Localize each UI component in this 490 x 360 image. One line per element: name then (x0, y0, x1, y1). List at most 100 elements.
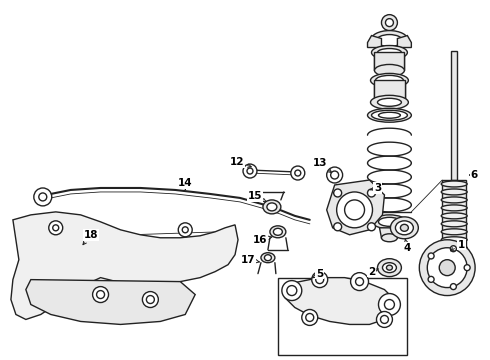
Polygon shape (285, 278, 394, 324)
Circle shape (380, 315, 389, 323)
Ellipse shape (378, 217, 400, 226)
Bar (278, 278, 407, 355)
Circle shape (337, 192, 372, 228)
Circle shape (247, 168, 253, 174)
Ellipse shape (265, 255, 271, 261)
Polygon shape (397, 36, 412, 48)
Circle shape (178, 223, 192, 237)
Circle shape (356, 278, 364, 285)
Circle shape (450, 246, 456, 252)
Ellipse shape (370, 95, 408, 109)
Circle shape (182, 227, 188, 233)
Polygon shape (11, 212, 238, 319)
Circle shape (368, 189, 375, 197)
Ellipse shape (378, 112, 400, 118)
Ellipse shape (441, 205, 467, 211)
Text: 14: 14 (178, 178, 193, 189)
Ellipse shape (377, 98, 401, 106)
Circle shape (97, 291, 104, 298)
Circle shape (143, 292, 158, 307)
Ellipse shape (400, 224, 408, 231)
Ellipse shape (395, 221, 414, 235)
Bar (374, 53, 404, 71)
Circle shape (53, 225, 59, 231)
Polygon shape (379, 228, 399, 238)
Ellipse shape (382, 234, 397, 242)
Ellipse shape (441, 181, 467, 187)
Ellipse shape (387, 265, 392, 270)
Circle shape (386, 19, 393, 27)
Circle shape (427, 248, 467, 288)
Bar (442, 180, 466, 250)
Circle shape (350, 273, 368, 291)
Ellipse shape (370, 73, 408, 87)
Ellipse shape (371, 110, 407, 120)
Ellipse shape (375, 75, 403, 85)
Circle shape (291, 166, 305, 180)
Circle shape (331, 171, 339, 179)
Circle shape (312, 272, 328, 288)
Circle shape (302, 310, 318, 325)
Circle shape (428, 276, 434, 282)
Circle shape (382, 15, 397, 31)
Circle shape (295, 170, 301, 176)
Circle shape (306, 314, 314, 321)
Circle shape (385, 300, 394, 310)
Ellipse shape (372, 215, 406, 229)
Text: 17: 17 (241, 255, 259, 265)
Circle shape (428, 253, 434, 259)
Text: 18: 18 (83, 230, 98, 245)
Polygon shape (26, 280, 195, 324)
Ellipse shape (441, 213, 467, 219)
Circle shape (287, 285, 297, 296)
Ellipse shape (441, 221, 467, 227)
Circle shape (378, 293, 400, 315)
Ellipse shape (377, 49, 401, 57)
Ellipse shape (368, 108, 412, 122)
Ellipse shape (391, 217, 418, 239)
Circle shape (243, 164, 257, 178)
Ellipse shape (383, 263, 396, 273)
Circle shape (282, 280, 302, 301)
Ellipse shape (441, 229, 467, 235)
Ellipse shape (374, 64, 404, 76)
Circle shape (34, 188, 52, 206)
Circle shape (464, 265, 470, 271)
Text: 13: 13 (313, 158, 332, 172)
Ellipse shape (371, 45, 407, 59)
Circle shape (419, 240, 475, 296)
Ellipse shape (261, 253, 275, 263)
Ellipse shape (444, 248, 464, 268)
Ellipse shape (377, 259, 401, 276)
Polygon shape (327, 180, 385, 235)
Circle shape (376, 311, 392, 328)
Circle shape (439, 260, 455, 276)
Circle shape (93, 287, 108, 302)
Bar (373, 80, 405, 102)
Bar (451, 50, 457, 180)
Text: 3: 3 (370, 183, 381, 193)
Text: 12: 12 (230, 157, 251, 167)
Ellipse shape (441, 237, 467, 243)
Ellipse shape (273, 228, 282, 235)
Circle shape (334, 189, 342, 197)
Text: 4: 4 (404, 239, 411, 253)
Text: 2: 2 (368, 267, 378, 276)
Circle shape (147, 296, 154, 303)
Circle shape (344, 200, 365, 220)
Circle shape (450, 284, 456, 289)
Text: 1: 1 (451, 240, 465, 251)
Ellipse shape (376, 35, 402, 46)
Text: 16: 16 (253, 235, 272, 245)
Circle shape (368, 223, 375, 231)
Ellipse shape (441, 245, 467, 251)
Ellipse shape (441, 189, 467, 195)
Circle shape (316, 276, 324, 284)
Ellipse shape (441, 197, 467, 203)
Circle shape (39, 193, 47, 201)
Ellipse shape (270, 226, 286, 238)
Ellipse shape (267, 203, 277, 211)
Ellipse shape (263, 200, 281, 214)
Text: 5: 5 (313, 269, 323, 279)
Circle shape (49, 221, 63, 235)
